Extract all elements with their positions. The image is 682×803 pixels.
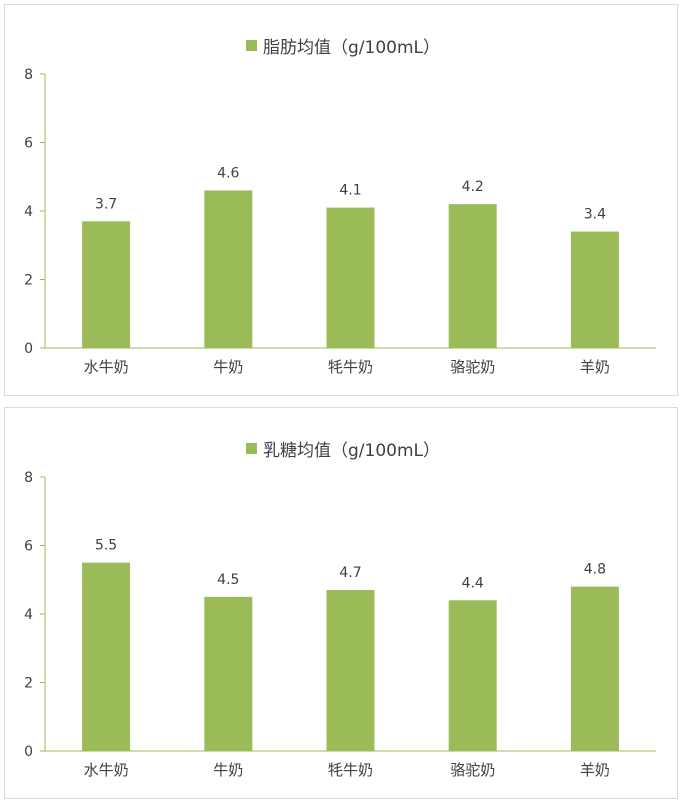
data-label: 4.4 bbox=[462, 575, 484, 591]
y-tick-label: 6 bbox=[24, 136, 33, 152]
data-label: 4.6 bbox=[217, 165, 239, 181]
x-tick-label: 骆驼奶 bbox=[450, 358, 495, 376]
bar bbox=[448, 204, 497, 348]
data-label: 4.1 bbox=[339, 183, 361, 199]
y-tick-label: 2 bbox=[24, 273, 33, 289]
x-tick-label: 骆驼奶 bbox=[450, 761, 495, 779]
x-tick-label: 牦牛奶 bbox=[328, 358, 373, 376]
x-tick-label: 水牛奶 bbox=[84, 761, 129, 779]
bar bbox=[326, 207, 375, 348]
bar bbox=[82, 221, 131, 348]
data-label: 5.5 bbox=[95, 538, 117, 554]
bar bbox=[326, 590, 375, 751]
x-tick-label: 牦牛奶 bbox=[328, 761, 373, 779]
bar bbox=[448, 600, 497, 751]
x-tick-label: 羊奶 bbox=[580, 761, 610, 779]
legend-swatch bbox=[246, 40, 257, 51]
y-tick-label: 4 bbox=[24, 607, 33, 623]
data-label: 4.8 bbox=[584, 562, 606, 578]
bar bbox=[570, 586, 619, 751]
fat-bar-chart: 脂肪均值（g/100mL） 0 2 4 6 8 3.7 水牛奶 4.6 牛奶 4.1 牦牛奶 4.2 骆驼… bbox=[24, 38, 656, 376]
lactose-chart-panel: 乳糖均值（g/100mL） 0 2 4 6 8 5.5 水牛奶 4.5 牛奶 4.7 牦牛奶 4.4 骆驼… bbox=[4, 407, 678, 799]
data-label: 4.7 bbox=[339, 565, 361, 581]
y-tick-label: 2 bbox=[24, 676, 33, 692]
data-label: 4.2 bbox=[462, 179, 484, 195]
bar bbox=[82, 562, 131, 751]
bar bbox=[204, 190, 253, 348]
data-label: 3.7 bbox=[95, 196, 117, 212]
x-tick-label: 牛奶 bbox=[213, 358, 243, 376]
lactose-bar-chart: 乳糖均值（g/100mL） 0 2 4 6 8 5.5 水牛奶 4.5 牛奶 4.7 牦牛奶 4.4 骆驼… bbox=[24, 441, 656, 779]
y-tick-label: 8 bbox=[24, 67, 33, 83]
y-tick-label: 0 bbox=[24, 341, 33, 357]
legend-swatch bbox=[246, 443, 257, 454]
bar bbox=[204, 596, 253, 751]
x-tick-label: 牛奶 bbox=[213, 761, 243, 779]
x-tick-label: 水牛奶 bbox=[84, 358, 129, 376]
data-label: 3.4 bbox=[584, 207, 606, 223]
chart-title: 脂肪均值（g/100mL） bbox=[263, 38, 440, 58]
x-tick-label: 羊奶 bbox=[580, 358, 610, 376]
fat-chart-panel: 脂肪均值（g/100mL） 0 2 4 6 8 3.7 水牛奶 4.6 牛奶 4.1 牦牛奶 4.2 骆驼… bbox=[4, 4, 678, 396]
data-label: 4.5 bbox=[217, 572, 239, 588]
chart-title: 乳糖均值（g/100mL） bbox=[263, 441, 440, 461]
y-tick-label: 8 bbox=[24, 470, 33, 486]
y-tick-label: 0 bbox=[24, 744, 33, 760]
y-tick-label: 6 bbox=[24, 539, 33, 555]
bar bbox=[570, 231, 619, 348]
y-tick-label: 4 bbox=[24, 204, 33, 220]
